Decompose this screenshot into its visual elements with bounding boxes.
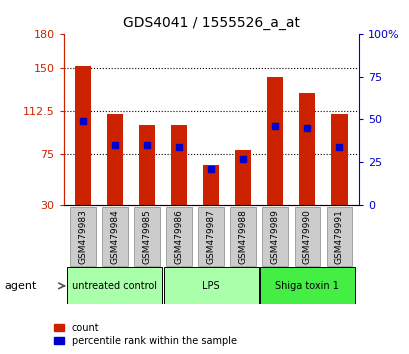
Bar: [134, 207, 160, 266]
Bar: [67, 267, 162, 304]
Bar: [262, 207, 288, 266]
Text: GSM479986: GSM479986: [174, 209, 183, 264]
Bar: [166, 207, 191, 266]
Text: GSM479987: GSM479987: [206, 209, 215, 264]
Text: untreated control: untreated control: [72, 281, 157, 291]
Text: LPS: LPS: [202, 281, 219, 291]
Bar: [299, 93, 315, 205]
Bar: [70, 207, 95, 266]
Bar: [330, 114, 347, 205]
Legend: count, percentile rank within the sample: count, percentile rank within the sample: [54, 323, 236, 346]
Text: GSM479991: GSM479991: [334, 209, 343, 264]
Bar: [267, 77, 283, 205]
Text: GSM479989: GSM479989: [270, 209, 279, 264]
Bar: [294, 207, 319, 266]
Bar: [171, 125, 187, 205]
Bar: [230, 207, 256, 266]
Text: Shiga toxin 1: Shiga toxin 1: [275, 281, 339, 291]
Bar: [198, 207, 223, 266]
Bar: [74, 66, 91, 205]
Text: GSM479985: GSM479985: [142, 209, 151, 264]
Bar: [326, 207, 351, 266]
Text: GSM479990: GSM479990: [302, 209, 311, 264]
Bar: [202, 165, 219, 205]
Title: GDS4041 / 1555526_a_at: GDS4041 / 1555526_a_at: [122, 16, 299, 30]
Bar: [163, 267, 258, 304]
Text: GSM479983: GSM479983: [78, 209, 87, 264]
Bar: [139, 125, 155, 205]
Bar: [107, 114, 123, 205]
Text: agent: agent: [4, 281, 36, 291]
Text: GSM479984: GSM479984: [110, 209, 119, 264]
Bar: [235, 150, 251, 205]
Bar: [259, 267, 354, 304]
Text: GSM479988: GSM479988: [238, 209, 247, 264]
Bar: [102, 207, 128, 266]
